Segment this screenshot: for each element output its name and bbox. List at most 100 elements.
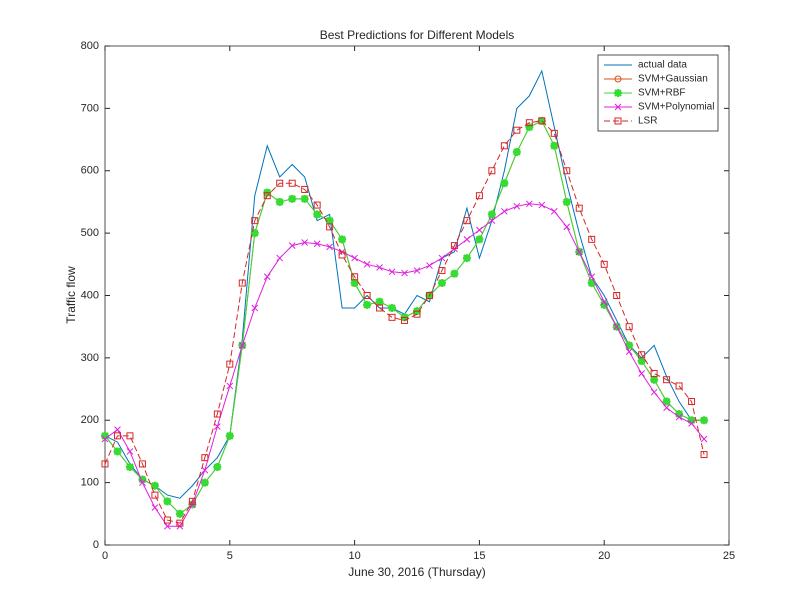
marker [501, 207, 508, 215]
marker [700, 416, 709, 425]
marker [401, 316, 409, 324]
marker [338, 251, 346, 259]
marker [600, 260, 608, 268]
marker [700, 435, 708, 443]
marker [588, 235, 596, 243]
marker [251, 217, 259, 225]
y-tick-label: 700 [81, 102, 99, 114]
marker [614, 117, 622, 125]
marker [463, 236, 471, 243]
marker [376, 304, 384, 312]
marker [388, 303, 397, 312]
marker [538, 201, 546, 209]
marker [562, 197, 571, 206]
marker [163, 516, 171, 524]
x-tick-label: 25 [723, 550, 735, 562]
marker [213, 410, 221, 418]
series-line [104, 120, 705, 524]
marker [488, 167, 496, 175]
marker [276, 254, 284, 262]
marker [663, 404, 670, 412]
marker [138, 460, 146, 468]
x-tick-label: 20 [598, 550, 610, 562]
marker [525, 200, 533, 208]
marker [126, 432, 134, 440]
chart-title: Best Predictions for Different Models [320, 28, 515, 42]
marker [363, 300, 372, 309]
marker [326, 243, 333, 251]
marker [113, 432, 121, 440]
marker [575, 204, 583, 212]
marker [113, 447, 122, 456]
y-axis-label: Traffic flow [64, 266, 78, 324]
marker [425, 292, 433, 299]
marker [587, 279, 596, 288]
marker [288, 179, 296, 187]
marker [637, 356, 646, 365]
marker [700, 451, 708, 459]
marker [263, 273, 271, 281]
marker [301, 185, 309, 193]
marker [563, 167, 571, 175]
marker [475, 235, 484, 244]
marker [650, 388, 658, 396]
marker [101, 431, 109, 440]
marker [550, 141, 559, 150]
legend-label: SVM+RBF [638, 88, 686, 99]
marker [275, 197, 284, 206]
marker [476, 226, 483, 234]
marker [450, 269, 459, 278]
marker [614, 75, 622, 83]
marker [300, 194, 309, 203]
marker [326, 223, 334, 231]
marker [426, 262, 433, 269]
marker [438, 267, 446, 275]
marker [600, 300, 609, 309]
marker [301, 239, 309, 246]
marker [513, 202, 521, 210]
marker [101, 435, 109, 443]
marker [638, 351, 646, 359]
marker [675, 413, 683, 421]
marker [114, 426, 121, 433]
y-tick-label: 400 [81, 289, 99, 301]
x-axis-label: June 30, 2016 (Thursday) [348, 565, 485, 579]
marker [101, 460, 109, 468]
marker [313, 240, 321, 248]
marker [126, 448, 134, 455]
marker [175, 509, 184, 518]
marker [288, 242, 296, 249]
x-tick-label: 5 [227, 550, 233, 562]
marker [688, 398, 696, 406]
marker [150, 481, 159, 490]
marker [151, 504, 159, 511]
marker [226, 382, 234, 390]
marker [463, 217, 471, 225]
marker [588, 273, 596, 281]
marker [662, 397, 671, 406]
marker [613, 292, 621, 299]
marker [475, 192, 483, 200]
marker [313, 201, 321, 209]
marker [525, 123, 534, 132]
marker [563, 223, 571, 231]
marker [401, 269, 408, 277]
marker [437, 279, 446, 288]
marker [450, 242, 458, 250]
marker [176, 519, 184, 527]
marker [525, 119, 533, 127]
x-tick-label: 10 [348, 550, 360, 562]
marker [201, 466, 209, 474]
marker [125, 463, 134, 472]
marker [225, 431, 234, 440]
marker [675, 382, 683, 390]
marker [238, 279, 246, 287]
marker [487, 210, 496, 219]
marker [600, 298, 608, 306]
marker [213, 463, 222, 472]
marker [538, 117, 546, 125]
marker [238, 342, 246, 349]
marker [388, 268, 396, 276]
y-tick-label: 800 [81, 40, 99, 52]
